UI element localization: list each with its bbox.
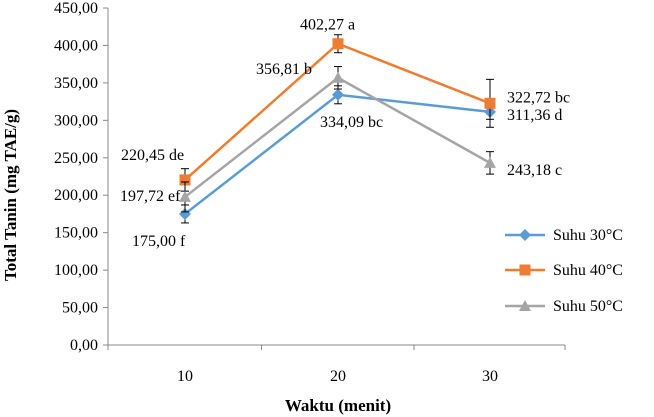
y-tick-labels: 0,00 50,00 100,00 150,00 200,00 250,00 300,00 3… bbox=[54, 0, 108, 354]
legend-label: Suhu 40°C bbox=[553, 262, 623, 279]
y-tick-label: 150,00 bbox=[54, 225, 98, 242]
legend-item: Suhu 50°C bbox=[505, 298, 623, 315]
legend-item: Suhu 30°C bbox=[505, 227, 623, 244]
data-label: 243,18 c bbox=[507, 162, 562, 179]
data-label: 311,36 d bbox=[507, 107, 562, 124]
data-label: 197,72 ef bbox=[120, 188, 181, 205]
data-point bbox=[332, 71, 344, 83]
data-labels: 175,00 f 334,09 bc 311,36 d 220,45 de 402,27… bbox=[120, 17, 570, 250]
legend: Suhu 30°C Suhu 40°C Suhu 50°C bbox=[505, 227, 623, 315]
data-point bbox=[484, 156, 496, 168]
series-1 bbox=[179, 85, 496, 224]
legend-label: Suhu 30°C bbox=[553, 227, 623, 244]
data-point bbox=[179, 207, 191, 220]
series-3 bbox=[179, 66, 496, 213]
y-tick-label: 50,00 bbox=[62, 300, 98, 317]
y-tick-label: 350,00 bbox=[54, 75, 98, 92]
y-tick-label: 400,00 bbox=[54, 37, 98, 54]
x-axis-title: Waktu (menit) bbox=[285, 396, 391, 415]
legend-swatch-marker bbox=[519, 229, 531, 241]
legend-item: Suhu 40°C bbox=[505, 262, 623, 279]
y-axis-title: Total Tanin (mg TAE/g) bbox=[1, 109, 20, 281]
y-tick-label: 0,00 bbox=[70, 337, 98, 354]
y-tick-label: 300,00 bbox=[54, 112, 98, 129]
data-point bbox=[332, 88, 344, 101]
data-label: 175,00 f bbox=[132, 233, 186, 250]
data-label: 356,81 b bbox=[256, 61, 312, 78]
x-tick-label: 20 bbox=[330, 368, 346, 385]
y-tick-label: 250,00 bbox=[54, 150, 98, 167]
data-point bbox=[332, 38, 344, 50]
x-tick-label: 30 bbox=[482, 368, 498, 385]
data-point bbox=[484, 97, 496, 109]
data-label: 334,09 bc bbox=[320, 114, 383, 131]
series-layer bbox=[179, 34, 496, 224]
y-tick-label: 200,00 bbox=[54, 187, 98, 204]
data-point bbox=[179, 174, 191, 186]
data-point bbox=[179, 190, 191, 202]
y-tick-label: 100,00 bbox=[54, 262, 98, 279]
x-tick-labels: 10 20 30 bbox=[107, 345, 566, 385]
legend-swatch-marker bbox=[519, 264, 531, 276]
x-tick-label: 10 bbox=[177, 368, 193, 385]
series-2 bbox=[179, 34, 496, 192]
data-label: 322,72 bc bbox=[507, 89, 570, 106]
y-tick-label: 450,00 bbox=[54, 0, 98, 17]
legend-label: Suhu 50°C bbox=[553, 298, 623, 315]
series-line bbox=[184, 93, 491, 215]
data-label: 402,27 a bbox=[300, 17, 355, 34]
legend-swatch-marker bbox=[519, 300, 531, 311]
data-label: 220,45 de bbox=[121, 147, 184, 164]
series-line bbox=[184, 42, 491, 181]
